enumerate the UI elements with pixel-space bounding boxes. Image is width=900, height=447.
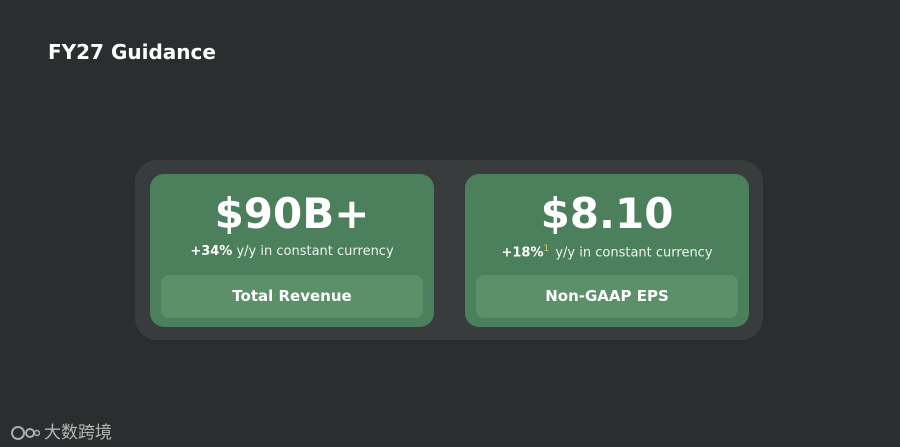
card-value: $8.10	[540, 189, 674, 238]
growth-line: +18%1 y/y in constant currency	[465, 244, 749, 260]
growth: +18%	[501, 245, 544, 261]
card-value: $90B+	[214, 189, 370, 238]
guidance-card: $90B+ +34% y/y in constant currency Tota…	[150, 174, 434, 327]
watermark: 大数跨境	[10, 418, 112, 443]
growth: +34%	[190, 244, 233, 259]
growth-text: y/y in constant currency	[555, 245, 713, 261]
guidance-panel: $90B+ +34% y/y in constant currency Tota…	[135, 160, 763, 340]
card-label: Non-GAAP EPS	[476, 275, 738, 318]
watermark-logo	[11, 426, 41, 440]
guidance-card: $8.10 +18%1 y/y in constant currency Non…	[465, 174, 749, 327]
title: FY27 Guidance	[48, 40, 216, 64]
growth-line: +34% y/y in constant currency	[150, 244, 434, 259]
watermark-text: 大数跨境	[44, 423, 112, 443]
growth-text: y/y in constant currency	[236, 244, 394, 259]
card-label: Total Revenue	[161, 275, 423, 318]
footnote: 1	[543, 244, 550, 254]
